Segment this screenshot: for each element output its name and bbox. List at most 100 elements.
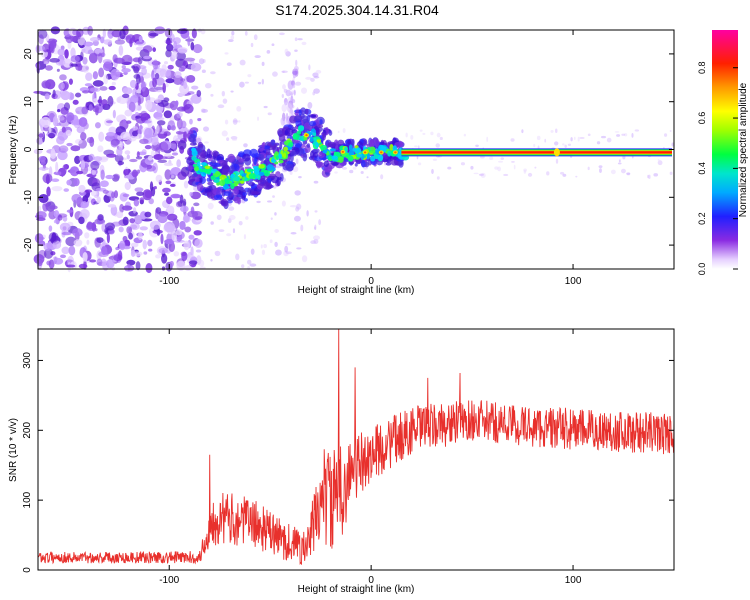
noise-blob (274, 165, 282, 169)
noise-blob (147, 155, 153, 161)
noise-blob (177, 48, 188, 54)
noise-blob (103, 74, 109, 85)
noise-blob (107, 95, 114, 107)
noise-blob (112, 173, 121, 180)
ridge-cloud-blob (298, 109, 302, 116)
ridge-core-blob (298, 125, 305, 132)
noise-blob (140, 110, 148, 118)
noise-blob (99, 86, 108, 91)
noise-blob (231, 138, 238, 141)
noise-blob (301, 255, 308, 263)
noise-blob (224, 52, 229, 55)
noise-blob (414, 145, 418, 148)
noise-blob (139, 124, 143, 135)
noise-blob (106, 258, 115, 269)
noise-blob (43, 242, 52, 251)
noise-blob (69, 166, 80, 177)
noise-blob (172, 37, 181, 45)
noise-blob (162, 82, 166, 94)
noise-blob (272, 195, 275, 198)
noise-blob (179, 112, 183, 117)
ridge-cloud-blob (270, 139, 276, 147)
ridge-cloud-blob (306, 143, 311, 148)
noise-blob (318, 219, 322, 226)
ridge-core-blob (199, 168, 207, 173)
ridge-core-blob (283, 146, 288, 152)
noise-blob (169, 183, 176, 187)
noise-blob (93, 156, 103, 162)
noise-blob (617, 162, 622, 165)
noise-blob (69, 92, 75, 100)
noise-blob (497, 166, 501, 172)
noise-blob (129, 158, 138, 163)
noise-blob (97, 52, 103, 64)
figure-title: S174.2025.304.14.31.R04 (275, 2, 439, 18)
noise-blob (41, 80, 50, 89)
noise-blob (272, 71, 278, 77)
colorbar-tick-label: 0.0 (697, 263, 707, 276)
noise-blob (170, 193, 181, 199)
noise-blob (119, 29, 126, 40)
noise-blob (577, 136, 580, 142)
noise-blob (337, 130, 340, 134)
noise-blob (183, 130, 187, 142)
noise-blob (160, 156, 168, 160)
plume-blob (283, 98, 289, 106)
noise-blob (342, 128, 346, 133)
noise-blob (53, 210, 60, 218)
noise-blob (125, 34, 136, 44)
noise-blob (166, 196, 173, 205)
noise-blob (102, 61, 113, 72)
noise-blob (564, 144, 567, 149)
noise-blob (256, 200, 261, 204)
plume-blob (289, 170, 293, 175)
noise-blob (149, 181, 154, 192)
noise-blob (168, 241, 176, 253)
noise-blob (171, 51, 178, 60)
noise-blob (135, 115, 141, 119)
snr-y-ticks: 0 100 200 300 (22, 352, 674, 573)
noise-blob (290, 232, 297, 235)
noise-blob (634, 129, 640, 132)
noise-blob (122, 216, 129, 226)
noise-blob (263, 243, 268, 249)
noise-blob (102, 28, 106, 39)
noise-blob (136, 191, 144, 197)
noise-blob (579, 137, 585, 139)
heatmap-y-tick-label: -20 (23, 237, 34, 252)
noise-blob (284, 245, 289, 253)
ridge-cloud-blob (313, 151, 319, 158)
noise-blob (620, 168, 626, 174)
noise-blob (218, 229, 225, 232)
noise-blob (71, 193, 82, 203)
ridge-cloud-blob (328, 130, 333, 136)
noise-blob (102, 189, 109, 194)
noise-blob (123, 168, 130, 176)
noise-blob (73, 177, 80, 187)
ridge-cloud-blob (223, 191, 231, 197)
noise-blob (42, 201, 49, 212)
ridge-cloud-blob (293, 139, 299, 144)
noise-blob (575, 175, 578, 178)
noise-blob (160, 233, 164, 245)
noise-blob (210, 259, 213, 262)
noise-blob (85, 72, 93, 82)
noise-blob (281, 200, 286, 207)
ridge-core-blob (210, 175, 216, 181)
ridge-cloud-blob (302, 152, 308, 162)
noise-blob (380, 174, 384, 180)
noise-blob (183, 180, 189, 189)
colorbar-tick-label: 0.8 (697, 61, 707, 74)
noise-blob (66, 179, 72, 186)
noise-blob (203, 126, 210, 132)
ridge-core-blob (275, 155, 279, 161)
noise-blob (235, 253, 240, 261)
noise-blob (313, 76, 320, 79)
noise-blob (95, 122, 101, 129)
noise-blob (195, 249, 202, 253)
noise-blob (521, 129, 524, 134)
noise-blob (132, 126, 139, 131)
noise-blob (132, 169, 138, 178)
noise-blob (154, 98, 162, 104)
ridge-core-blob (223, 177, 230, 185)
